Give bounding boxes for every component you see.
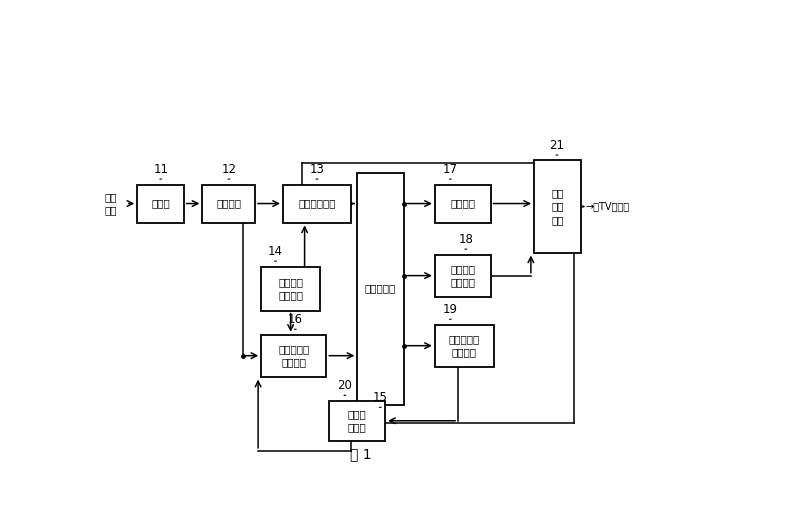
Text: 21: 21 [550,139,565,152]
Text: →至TV监视器: →至TV监视器 [586,202,630,212]
Text: 14: 14 [268,245,283,258]
Text: 调谐器: 调谐器 [151,199,170,209]
Text: 解码部件: 解码部件 [450,199,475,209]
Text: 17: 17 [443,163,458,176]
Text: 硬盘驱动器: 硬盘驱动器 [365,283,396,294]
Text: 来自
天线: 来自 天线 [105,192,118,215]
Text: 图 1: 图 1 [350,447,371,461]
Bar [262,267,320,310]
Bar [330,401,385,441]
Bar [262,335,326,376]
Text: 输出
切换
部件: 输出 切换 部件 [551,188,563,225]
Bar [283,185,351,223]
Text: 可缩减部分
探测部件: 可缩减部分 探测部件 [278,344,310,367]
Text: 13: 13 [310,163,325,176]
Text: 可缩减部分
识别部件: 可缩减部分 识别部件 [449,334,480,357]
Bar [202,185,255,223]
Bar [358,173,404,405]
Text: 压缩编码部件: 压缩编码部件 [298,199,336,209]
Text: 时间信息
提取部件: 时间信息 提取部件 [450,264,475,287]
Text: 20: 20 [338,379,352,392]
Bar [435,324,494,367]
Text: 切换判
断部件: 切换判 断部件 [348,409,366,432]
Text: 12: 12 [222,163,237,176]
Text: 时间信息
产生部件: 时间信息 产生部件 [278,277,303,300]
Text: 16: 16 [288,313,302,326]
Text: 解调部件: 解调部件 [216,199,241,209]
Text: 18: 18 [458,233,474,246]
Bar [435,255,490,296]
Text: 15: 15 [373,391,388,404]
Text: 19: 19 [443,303,458,316]
Text: 11: 11 [154,163,168,176]
Bar [534,161,581,253]
Bar [435,185,490,223]
Bar [138,185,184,223]
